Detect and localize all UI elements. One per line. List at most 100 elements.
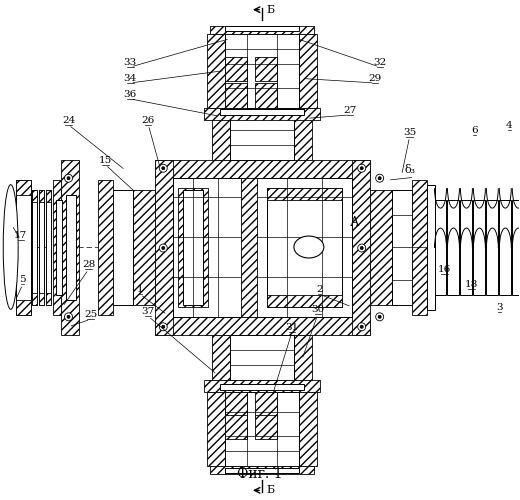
Bar: [183, 190, 203, 305]
Bar: [56, 200, 61, 295]
Text: 5: 5: [19, 276, 26, 284]
Text: 24: 24: [62, 116, 75, 125]
Bar: [207, 34, 225, 108]
Circle shape: [159, 244, 167, 252]
Bar: [294, 335, 312, 380]
Bar: [53, 180, 60, 315]
Bar: [255, 414, 277, 440]
Bar: [220, 110, 304, 116]
Bar: [352, 160, 370, 335]
Bar: [426, 185, 435, 310]
Text: 31: 31: [285, 324, 298, 332]
Bar: [46, 190, 50, 305]
Bar: [435, 200, 447, 295]
Circle shape: [360, 326, 363, 328]
Bar: [38, 190, 44, 202]
Bar: [225, 468, 299, 473]
Bar: [299, 34, 317, 108]
Bar: [16, 180, 31, 195]
Bar: [173, 178, 243, 317]
Text: 37: 37: [141, 308, 155, 316]
Bar: [210, 466, 314, 474]
Bar: [66, 195, 75, 300]
Bar: [155, 317, 370, 335]
Bar: [46, 293, 50, 305]
Circle shape: [159, 323, 167, 331]
Circle shape: [162, 326, 165, 328]
Bar: [220, 384, 304, 390]
Bar: [512, 200, 520, 295]
Bar: [32, 190, 36, 305]
Bar: [411, 180, 426, 315]
Text: 1: 1: [137, 286, 144, 294]
Bar: [212, 116, 230, 160]
Ellipse shape: [294, 236, 324, 258]
Bar: [241, 178, 257, 317]
Text: Б: Б: [266, 4, 274, 15]
Bar: [38, 293, 44, 305]
Bar: [392, 190, 411, 305]
Bar: [32, 190, 36, 202]
Circle shape: [64, 313, 72, 321]
Bar: [133, 190, 155, 305]
Bar: [267, 188, 342, 200]
Circle shape: [375, 174, 384, 182]
Bar: [294, 116, 312, 160]
Text: 32: 32: [373, 58, 386, 67]
Bar: [46, 190, 50, 202]
Circle shape: [162, 246, 165, 250]
Bar: [473, 200, 485, 295]
Bar: [98, 180, 113, 315]
Bar: [225, 26, 299, 30]
Bar: [230, 116, 294, 160]
Text: 26: 26: [141, 116, 155, 125]
Bar: [243, 178, 352, 317]
Text: Фиг. 1: Фиг. 1: [237, 468, 283, 481]
Text: 2: 2: [317, 286, 323, 294]
Bar: [486, 200, 498, 295]
Text: А: А: [350, 216, 359, 228]
Bar: [225, 392, 247, 416]
Bar: [24, 293, 30, 305]
Bar: [204, 380, 320, 392]
Bar: [255, 84, 277, 108]
Text: 33: 33: [124, 58, 137, 67]
Circle shape: [162, 166, 165, 170]
Bar: [448, 200, 460, 295]
Text: 35: 35: [403, 128, 416, 137]
Bar: [24, 190, 30, 305]
Circle shape: [67, 176, 70, 180]
Bar: [32, 293, 36, 305]
Bar: [155, 160, 173, 335]
Bar: [16, 180, 31, 315]
Bar: [24, 190, 30, 202]
Circle shape: [378, 176, 381, 180]
Circle shape: [360, 246, 363, 250]
Text: 29: 29: [368, 74, 381, 83]
Text: 15: 15: [99, 156, 112, 165]
Text: 36: 36: [124, 90, 137, 99]
Text: 34: 34: [124, 74, 137, 83]
Bar: [499, 200, 511, 295]
Circle shape: [358, 164, 366, 172]
Bar: [299, 392, 317, 466]
Bar: [225, 392, 299, 466]
Circle shape: [159, 164, 167, 172]
Circle shape: [360, 166, 363, 170]
Bar: [255, 56, 277, 82]
Bar: [225, 414, 247, 440]
Bar: [370, 190, 392, 305]
Text: 17: 17: [14, 230, 27, 239]
Text: 3: 3: [496, 304, 503, 312]
Circle shape: [375, 313, 384, 321]
Bar: [204, 108, 320, 120]
Bar: [255, 392, 277, 416]
Text: 30: 30: [311, 306, 324, 314]
Bar: [178, 188, 208, 307]
Bar: [267, 295, 342, 307]
Bar: [267, 188, 342, 307]
Ellipse shape: [3, 184, 18, 310]
Bar: [155, 160, 370, 178]
Bar: [225, 84, 247, 108]
Bar: [212, 335, 230, 380]
